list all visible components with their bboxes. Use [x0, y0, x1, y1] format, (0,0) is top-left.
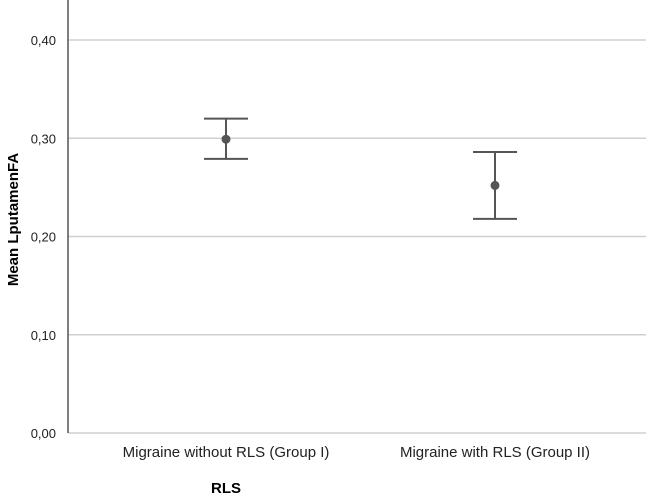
x-category-label: Migraine without RLS (Group I): [123, 444, 330, 461]
y-axis-title: Mean LputamenFA: [5, 153, 22, 287]
y-tick-label: 0,40: [31, 33, 56, 48]
y-tick-label: 0,00: [31, 426, 56, 441]
mean-point: [221, 134, 231, 144]
x-category-labels: Migraine without RLS (Group I) Migraine w…: [123, 444, 590, 461]
error-bar-2: [473, 151, 517, 220]
y-tick-labels: 0,00 0,10 0,20 0,30 0,40: [31, 33, 56, 441]
x-category-label: Migraine with RLS (Group II): [400, 444, 590, 461]
y-tick-label: 0,30: [31, 131, 56, 146]
mean-point: [490, 180, 500, 190]
error-bars: [204, 117, 517, 220]
error-bar-1: [204, 117, 248, 160]
x-axis-title: RLS: [211, 480, 241, 497]
y-tick-label: 0,10: [31, 328, 56, 343]
y-tick-label: 0,20: [31, 230, 56, 245]
grid-lines: [68, 39, 646, 434]
